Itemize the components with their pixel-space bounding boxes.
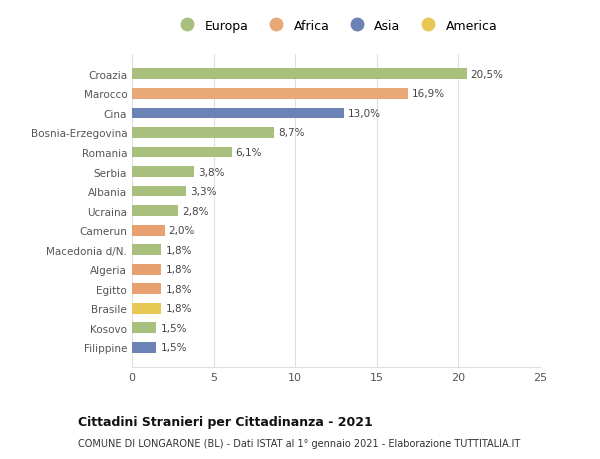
Bar: [132, 186, 186, 197]
Text: Cittadini Stranieri per Cittadinanza - 2021: Cittadini Stranieri per Cittadinanza - 2…: [78, 415, 373, 428]
Text: 2,0%: 2,0%: [169, 226, 195, 235]
Text: 6,1%: 6,1%: [236, 148, 262, 157]
Bar: [132, 264, 161, 275]
Bar: [132, 245, 161, 256]
Text: 8,7%: 8,7%: [278, 128, 305, 138]
Bar: [132, 342, 157, 353]
Text: 1,8%: 1,8%: [166, 245, 192, 255]
Bar: [132, 206, 178, 217]
Text: 2,8%: 2,8%: [182, 206, 208, 216]
Bar: [132, 147, 232, 158]
Text: 16,9%: 16,9%: [412, 89, 445, 99]
Bar: [132, 303, 161, 314]
Bar: [132, 89, 408, 100]
Bar: [132, 108, 344, 119]
Text: 20,5%: 20,5%: [470, 70, 503, 79]
Bar: [132, 128, 274, 139]
Text: 13,0%: 13,0%: [348, 109, 381, 118]
Bar: [132, 69, 467, 80]
Text: COMUNE DI LONGARONE (BL) - Dati ISTAT al 1° gennaio 2021 - Elaborazione TUTTITAL: COMUNE DI LONGARONE (BL) - Dati ISTAT al…: [78, 438, 520, 448]
Bar: [132, 284, 161, 295]
Text: 1,5%: 1,5%: [161, 323, 187, 333]
Text: 1,8%: 1,8%: [166, 284, 192, 294]
Bar: [132, 167, 194, 178]
Text: 3,3%: 3,3%: [190, 187, 217, 196]
Text: 1,5%: 1,5%: [161, 343, 187, 353]
Bar: [132, 323, 157, 334]
Legend: Europa, Africa, Asia, America: Europa, Africa, Asia, America: [170, 15, 502, 38]
Text: 1,8%: 1,8%: [166, 304, 192, 313]
Bar: [132, 225, 164, 236]
Text: 1,8%: 1,8%: [166, 265, 192, 274]
Text: 3,8%: 3,8%: [198, 167, 224, 177]
